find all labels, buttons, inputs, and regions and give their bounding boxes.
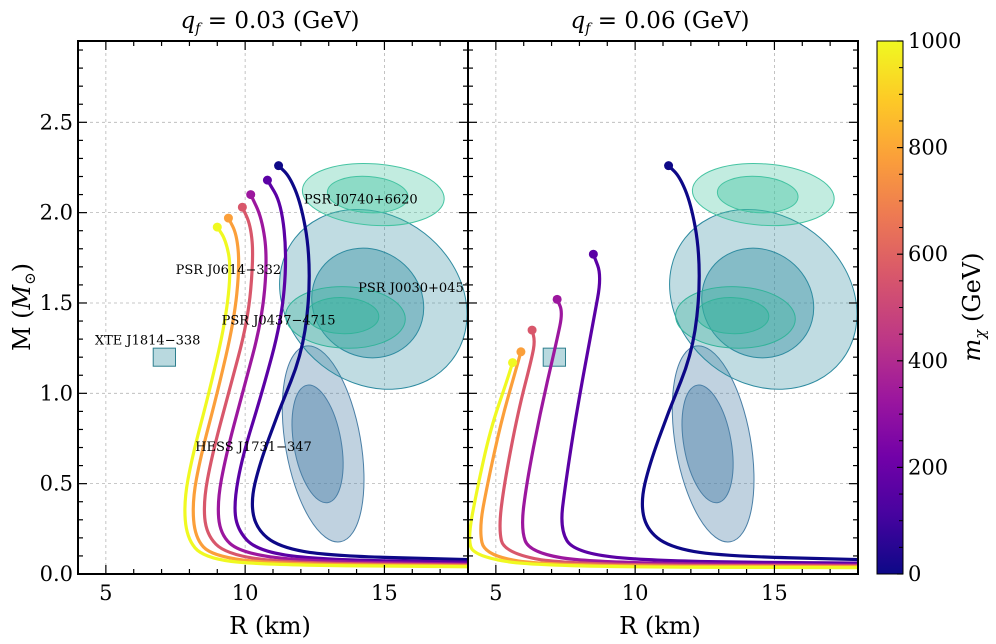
grid bbox=[468, 41, 858, 574]
colorbar-label-chi: χ bbox=[971, 329, 989, 340]
x-tick-label: 10 bbox=[622, 581, 649, 605]
colorbar-label-m: m bbox=[958, 339, 986, 362]
constraint-contour bbox=[675, 286, 796, 349]
colorbar-label-unit: (GeV) bbox=[958, 253, 986, 330]
source-label: PSR J0030+0451 bbox=[358, 281, 472, 296]
source-label: XTE J1814−338 bbox=[95, 334, 201, 349]
y-tick-label: 0.0 bbox=[40, 562, 73, 586]
max-mass-marker bbox=[212, 222, 222, 232]
constraint-contour bbox=[285, 286, 406, 349]
panel-title-right: qf = 0.06 (GeV) bbox=[571, 8, 750, 37]
max-mass-marker bbox=[274, 161, 284, 171]
source-label: PSR J0740+6620 bbox=[304, 193, 418, 208]
y-tick-label: 1.0 bbox=[40, 381, 73, 405]
colorbar-tick-label: 200 bbox=[908, 455, 948, 479]
x-tick-label: 15 bbox=[761, 581, 788, 605]
eos-curve-mchi-1000 bbox=[183, 225, 468, 569]
constraint-contour bbox=[326, 175, 409, 214]
title-f-subscript: f bbox=[194, 21, 203, 37]
max-mass-marker bbox=[588, 249, 598, 259]
x-axis-label-left: R (km) bbox=[229, 612, 311, 640]
max-mass-marker bbox=[516, 347, 526, 357]
ticks: 5 10 15 0.0 0.5 1.0 1.5 2.0 2.5 bbox=[40, 41, 469, 605]
panel-left: PSR J0740+6620 PSR J0614−332 PSR J0030+045… bbox=[40, 40, 472, 605]
constraint-contour bbox=[716, 175, 799, 214]
max-mass-marker bbox=[508, 358, 518, 368]
y-label-sub: ⊙ bbox=[21, 272, 39, 285]
y-tick-label: 2.0 bbox=[40, 201, 73, 225]
title-f-subscript: f bbox=[584, 21, 593, 37]
eos-curve-mchi-0 bbox=[640, 164, 858, 562]
title-value: = 0.06 (GeV) bbox=[590, 8, 749, 34]
max-mass-marker bbox=[223, 213, 233, 223]
colorbar-tick-label: 0 bbox=[908, 562, 921, 586]
max-mass-marker bbox=[552, 294, 562, 304]
plot-area bbox=[468, 161, 858, 570]
colorbar-tick-label: 800 bbox=[908, 136, 948, 160]
constraint-contour bbox=[279, 208, 468, 390]
title-q-symbol: q bbox=[181, 8, 196, 34]
x-tick-label: 10 bbox=[232, 581, 259, 605]
x-tick-label: 5 bbox=[489, 581, 502, 605]
constraint-contour bbox=[669, 208, 858, 390]
eos-curve-mchi-1000 bbox=[468, 361, 858, 570]
colorbar: 0 200 400 600 800 1000 mχ (GeV) bbox=[876, 29, 989, 586]
eos-curve-mchi-200 bbox=[560, 252, 858, 565]
grid bbox=[78, 41, 468, 574]
title-value: = 0.03 (GeV) bbox=[200, 8, 359, 34]
title-q-symbol: q bbox=[571, 8, 586, 34]
x-axis-label-right: R (km) bbox=[619, 612, 701, 640]
max-mass-marker bbox=[664, 161, 674, 171]
colorbar-tick-label: 1000 bbox=[908, 29, 961, 53]
xte-constraint-box bbox=[152, 347, 176, 367]
panel-right: 5 10 15 bbox=[467, 40, 859, 605]
x-tick-label: 5 bbox=[99, 581, 112, 605]
constraint-contour bbox=[681, 384, 734, 504]
ticks: 5 10 15 bbox=[467, 41, 859, 605]
eos-curve-mchi-0 bbox=[250, 164, 468, 562]
constraint-contour bbox=[281, 345, 365, 543]
max-mass-marker bbox=[237, 202, 247, 212]
y-tick-label: 2.5 bbox=[40, 110, 73, 134]
max-mass-marker bbox=[527, 325, 537, 335]
x-tick-label: 15 bbox=[371, 581, 398, 605]
plot-area bbox=[152, 161, 468, 569]
colorbar-ticks: 0 200 400 600 800 1000 bbox=[897, 29, 961, 586]
constraint-contour bbox=[671, 345, 755, 543]
constraint-contour bbox=[291, 384, 344, 504]
y-label-symbol: M bbox=[8, 283, 36, 310]
colorbar-tick-label: 600 bbox=[908, 242, 948, 266]
y-label-main: M ( bbox=[8, 309, 36, 351]
colorbar-gradient bbox=[876, 40, 904, 575]
constraint-contour bbox=[301, 163, 445, 227]
constraint-contour bbox=[691, 163, 835, 227]
y-tick-label: 0.5 bbox=[40, 472, 73, 496]
panel-title-left: qf = 0.03 (GeV) bbox=[181, 8, 360, 37]
y-tick-label: 1.5 bbox=[40, 291, 73, 315]
source-label: PSR J0437−4715 bbox=[222, 314, 336, 329]
eos-curve-mchi-200 bbox=[233, 178, 468, 564]
source-label: HESS J1731−347 bbox=[195, 440, 312, 455]
colorbar-label: mχ (GeV) bbox=[958, 253, 989, 362]
max-mass-marker bbox=[246, 190, 256, 200]
max-mass-marker bbox=[262, 175, 272, 185]
y-axis-label: M (M⊙) bbox=[8, 263, 39, 351]
source-label: PSR J0614−332 bbox=[176, 263, 282, 278]
eos-curve-mchi-400 bbox=[216, 192, 468, 566]
colorbar-tick-label: 400 bbox=[908, 349, 948, 373]
y-label-close: ) bbox=[8, 263, 36, 272]
